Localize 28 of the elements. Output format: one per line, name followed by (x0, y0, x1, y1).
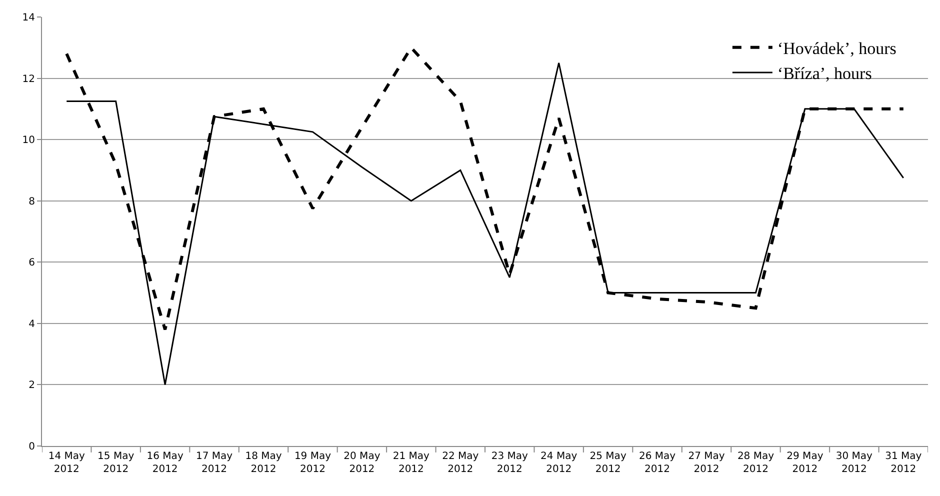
x-tick-label: 28 May 2012 (737, 451, 774, 475)
x-tick-label: 23 May 2012 (491, 451, 528, 475)
x-tick-label: 14 May 2012 (48, 451, 85, 475)
x-tick-label: 16 May 2012 (146, 451, 184, 475)
x-tick-label: 29 May 2012 (786, 451, 824, 475)
y-tick-label: 0 (28, 442, 35, 452)
y-tick-label: 6 (28, 258, 35, 269)
y-tick-label: 12 (22, 74, 35, 85)
x-tick-label: 17 May 2012 (196, 451, 233, 475)
y-tick-label: 2 (28, 380, 35, 392)
x-tick-label: 18 May 2012 (245, 451, 282, 475)
x-tick-label: 26 May 2012 (638, 451, 676, 475)
legend-label: ‘Hovádek’, hours (777, 39, 896, 58)
y-tick-label: 8 (28, 196, 35, 208)
x-tick-label: 21 May 2012 (392, 451, 430, 475)
legend-label: ‘Bříza’, hours (777, 64, 872, 84)
x-tick-label: 31 May 2012 (885, 451, 922, 475)
y-tick-label: 10 (22, 135, 35, 146)
x-tick-label: 19 May 2012 (294, 451, 332, 475)
x-tick-label: 27 May 2012 (688, 451, 725, 475)
x-tick-label: 30 May 2012 (836, 451, 873, 475)
x-tick-label: 24 May 2012 (540, 451, 578, 475)
x-tick-label: 22 May 2012 (442, 451, 479, 475)
x-tick-label: 15 May 2012 (98, 451, 134, 475)
y-tick-label: 4 (28, 318, 35, 330)
y-tick-label: 14 (22, 12, 35, 24)
x-tick-label: 20 May 2012 (344, 451, 380, 475)
x-tick-label: 25 May 2012 (590, 451, 626, 475)
